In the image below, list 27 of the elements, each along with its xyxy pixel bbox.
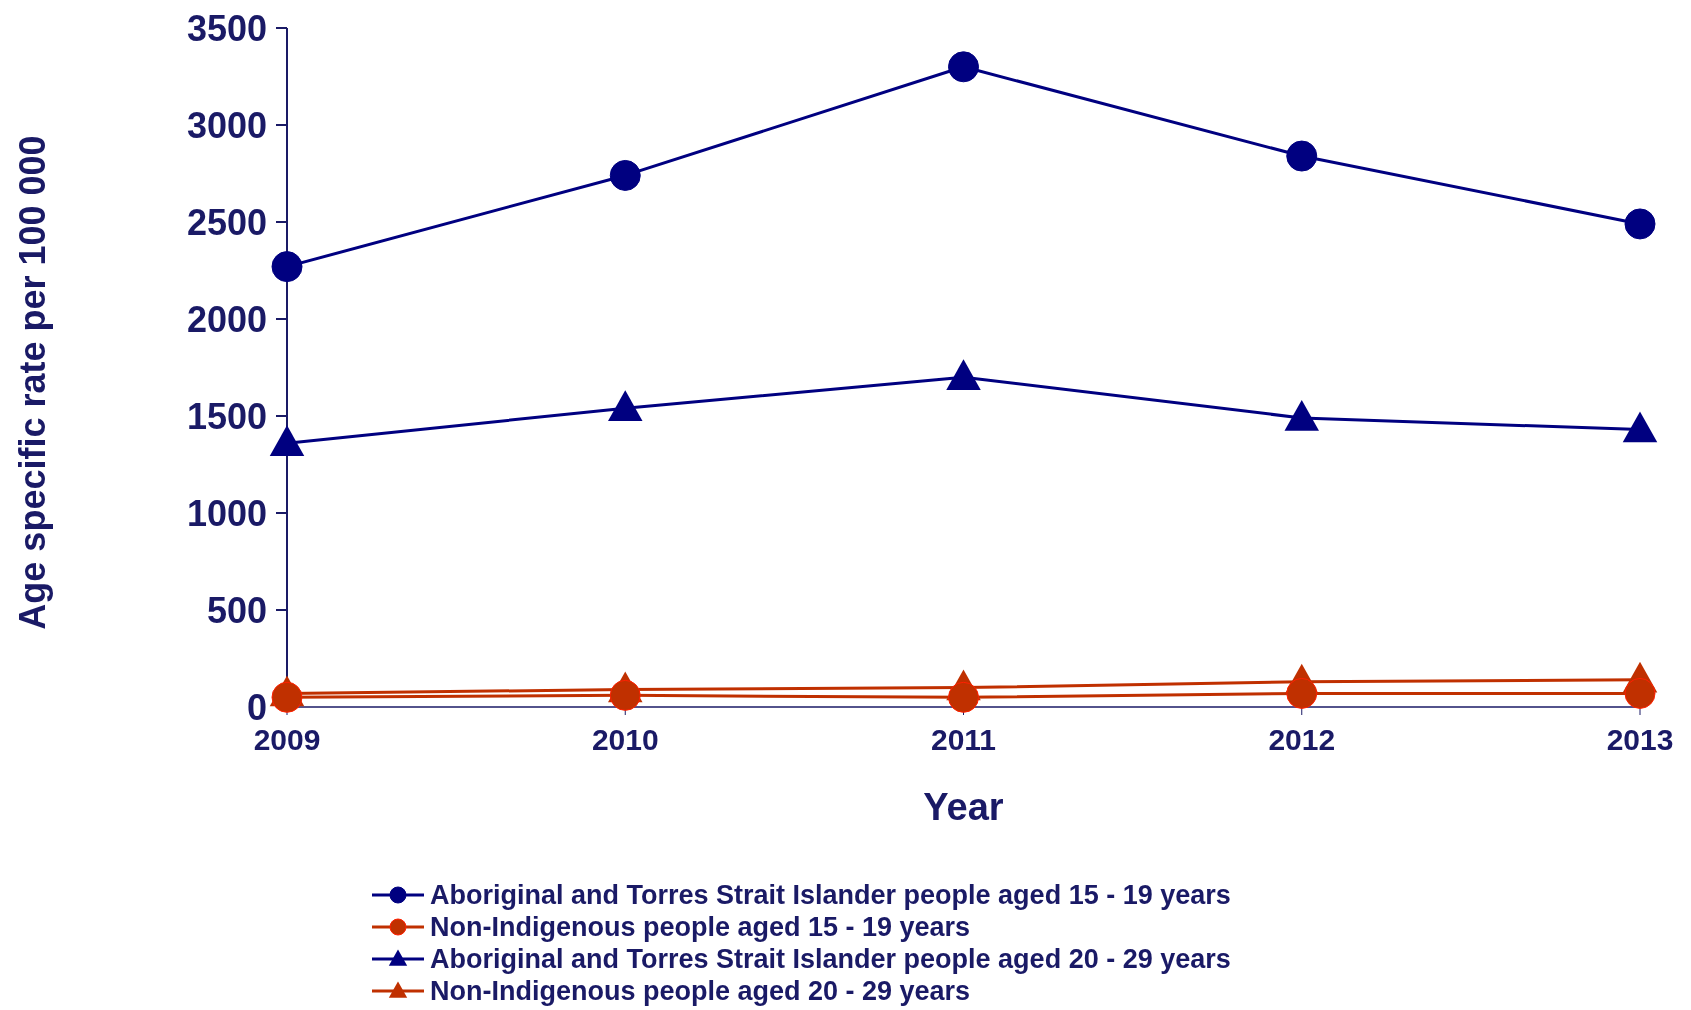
x-tick-label: 2012 [1268, 723, 1336, 756]
y-axis-title: Age specific rate per 100 000 [12, 135, 53, 630]
point [609, 159, 641, 191]
legend-label: Non-Indigenous people aged 20 - 29 years [430, 976, 971, 1007]
x-tick-label: 2013 [1606, 723, 1674, 756]
point [1286, 140, 1318, 172]
legend-label: Aboriginal and Torres Strait Islander people aged 15 - 19 years [430, 880, 1231, 911]
point [948, 51, 979, 83]
point [608, 390, 643, 421]
x-axis-title: Year [923, 786, 1004, 828]
point [946, 359, 981, 390]
y-tick-label: 500 [206, 589, 267, 631]
point [1624, 208, 1656, 240]
legend-label: Aboriginal and Torres Strait Islander people aged 20 - 29 years [430, 944, 1231, 975]
y-tick-label: 3500 [186, 7, 267, 49]
legend-label: Non-Indigenous people aged 15 - 19 years [430, 912, 971, 943]
x-tick-label: 2011 [930, 723, 997, 756]
y-tick-label: 2000 [186, 298, 267, 340]
y-tick-label: 1000 [186, 492, 267, 534]
point [1284, 399, 1319, 431]
x-tick-label: 2010 [591, 723, 659, 756]
point [1622, 411, 1658, 443]
y-tick-label: 1500 [186, 395, 267, 437]
y-tick-label: 2500 [186, 201, 267, 243]
point [271, 251, 303, 283]
y-tick-label: 3000 [186, 104, 267, 146]
point [269, 425, 305, 456]
